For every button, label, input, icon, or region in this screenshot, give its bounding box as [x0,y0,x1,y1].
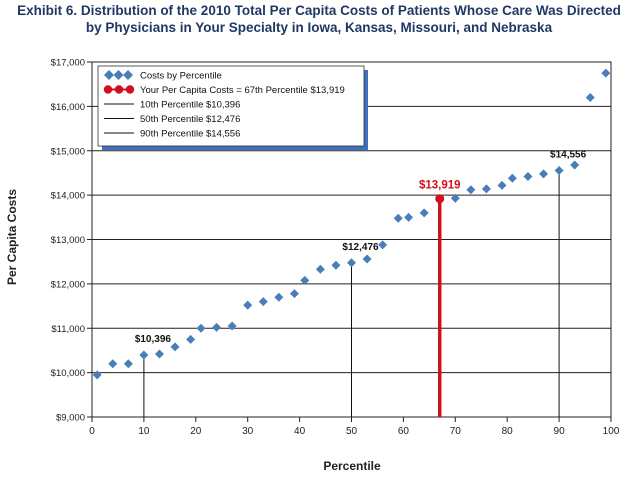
data-point [507,173,517,183]
x-tick-label: 60 [398,426,410,437]
data-point [243,300,253,310]
data-points [92,68,611,380]
legend-marker-diamond [113,70,124,80]
reference-data-label: $12,476 [342,242,379,253]
data-point [170,342,180,352]
data-point [585,93,595,102]
data-point [154,349,164,359]
data-point [466,185,476,195]
reference-data-label: $10,396 [135,334,172,345]
data-point [481,184,491,194]
x-tick-label: 40 [294,426,306,437]
data-point [554,165,564,175]
x-tick-label: 30 [242,426,254,437]
legend: Costs by Percentile Your Per Capita Costs… [97,65,368,150]
legend-marker-dot [103,85,113,94]
y-tick-label: $9,000 [56,413,85,424]
data-point [404,212,414,222]
highlight-data-label: $13,919 [419,180,461,192]
data-point [523,171,533,181]
x-tick-label: 80 [502,426,514,437]
data-point [92,370,102,380]
data-point [378,240,388,250]
data-point [393,213,403,223]
y-tick-label: $11,000 [51,324,85,335]
legend-marker-diamond [123,70,133,80]
chart-title-line-2: by Physicians in Your Specialty in Iowa,… [85,20,553,35]
legend-marker-dot [125,85,135,94]
y-tick-label: $13,000 [51,235,85,246]
legend-entry-label: 50th Percentile $12,476 [140,114,240,125]
data-point [450,193,460,203]
data-point [539,169,549,179]
legend-marker-dot [114,85,124,94]
data-point [274,292,284,302]
x-tick-label: 0 [89,426,95,437]
chart-title: Exhibit 6. Distribution of the 2010 Tota… [0,2,638,36]
data-point [570,160,580,170]
data-point [227,321,237,331]
data-point [300,275,310,285]
x-tick-label: 20 [190,426,202,437]
y-tick-label: $17,000 [51,58,85,69]
data-point [331,260,341,270]
reference-lines: $10,396 $12,476 $14,556 $13,919 [135,149,587,417]
legend-entry-label: 90th Percentile $14,556 [140,129,240,140]
chart-title-line-1: Exhibit 6. Distribution of the 2010 Tota… [17,3,621,18]
legend-marker-diamond [104,70,114,80]
data-point [186,334,196,344]
y-tick-label: $15,000 [51,146,85,157]
data-point [497,180,507,190]
data-point [108,359,118,369]
data-point [419,208,429,218]
y-tick-label: $10,000 [51,368,85,379]
data-point [212,322,222,332]
x-tick-label: 70 [450,426,462,437]
x-tick-label: 90 [554,426,566,437]
x-axis-title: Percentile [323,459,381,473]
axes: $9,000 $10,000 $11,000 $12,000 $13,000 $14,00… [51,58,620,438]
x-tick-label: 100 [603,426,620,437]
data-point [362,254,372,264]
legend-box [97,65,365,147]
data-point [601,68,611,78]
y-tick-label: $16,000 [51,102,85,113]
y-tick-label: $14,000 [51,191,85,202]
data-point [347,258,356,268]
data-point [258,297,268,307]
data-point [196,323,206,333]
data-point [139,350,149,360]
y-axis-title: Per Capita Costs [5,188,19,286]
legend-entry-label: Costs by Percentile [140,71,222,82]
legend-entry-label: Your Per Capita Costs = 67th Percentile … [140,85,345,96]
data-point [289,289,299,299]
highlight-point [435,194,445,204]
data-point [315,264,325,274]
reference-data-label: $14,556 [550,149,587,160]
y-tick-label: $12,000 [51,279,85,290]
x-tick-label: 10 [138,426,150,437]
x-tick-label: 50 [346,426,358,437]
data-point [123,359,133,369]
legend-entry-label: 10th Percentile $10,396 [140,100,240,111]
